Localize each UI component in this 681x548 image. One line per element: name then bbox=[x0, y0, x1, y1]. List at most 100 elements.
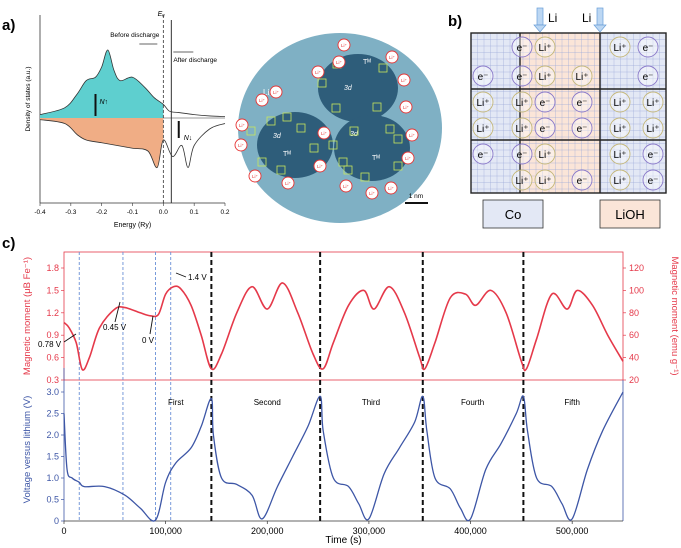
tm-label: Tᴹ bbox=[283, 151, 291, 158]
li-ion-label: Li⁺ bbox=[341, 43, 348, 48]
cycle-label: Fifth bbox=[564, 398, 580, 407]
top-left-tick-label: 1.5 bbox=[46, 285, 59, 295]
fe-site-square bbox=[257, 157, 267, 167]
grid-frame bbox=[470, 32, 667, 194]
li-ion-label: Li⁺ bbox=[285, 181, 292, 186]
li-ion-label: Li⁺ bbox=[317, 164, 324, 169]
dos-ef-label: Eₑ bbox=[158, 11, 166, 18]
li-ion-label: Li⁺ bbox=[238, 143, 245, 148]
li-ion-label: Li⁺ bbox=[538, 150, 551, 161]
li-arrow-label: Li bbox=[582, 11, 591, 25]
electron-circle bbox=[637, 65, 659, 87]
li-ion-label: Li⁺ bbox=[389, 55, 396, 60]
li-ion-label: Li⁺ bbox=[515, 98, 528, 109]
bottom-left-tick-label: 1.0 bbox=[46, 473, 59, 483]
li-ion-label: Li⁺ bbox=[401, 78, 408, 83]
dos-x-label: Energy (Ry) bbox=[114, 222, 151, 229]
top-right-tick-label: 80 bbox=[629, 308, 639, 318]
li-arrow-head bbox=[593, 24, 607, 33]
fe-site-square bbox=[317, 78, 327, 88]
li-ion-label: Li⁺ bbox=[613, 176, 626, 187]
x-tick-label: 100,000 bbox=[149, 526, 182, 536]
bottom-ylabel: Voltage versus lithium (V) bbox=[22, 396, 33, 504]
li-ion-label: Li⁺ bbox=[409, 133, 416, 138]
fe-site-square bbox=[282, 112, 292, 122]
d3-label: 3d bbox=[344, 85, 353, 92]
electron-circle bbox=[571, 91, 593, 113]
annotation-arrow bbox=[175, 272, 187, 278]
lioh-region bbox=[520, 33, 600, 193]
li-ion-label: Li⁺ bbox=[476, 124, 489, 135]
electron-label: e⁻ bbox=[648, 150, 659, 161]
annotation-label: 0 V bbox=[142, 336, 155, 345]
li-arrow-label: Li bbox=[548, 11, 557, 25]
li-ion-label: Li⁺ bbox=[369, 191, 376, 196]
dos-down-fill bbox=[40, 118, 164, 168]
fe-site-square bbox=[246, 126, 256, 136]
electron-circle bbox=[511, 36, 533, 58]
electron-circle bbox=[637, 36, 659, 58]
top-left-tick-label: 0.6 bbox=[46, 353, 59, 363]
fe-site-square bbox=[360, 172, 370, 182]
electron-label: e⁻ bbox=[643, 72, 654, 83]
fe-site-square bbox=[331, 103, 341, 113]
electron-label: e⁻ bbox=[517, 72, 528, 83]
x-tick-label: 200,000 bbox=[251, 526, 284, 536]
electron-label: e⁻ bbox=[478, 150, 489, 161]
cycle-label: First bbox=[168, 398, 184, 407]
panel-label-a: a) bbox=[2, 17, 15, 34]
li-ion-circle bbox=[472, 117, 494, 139]
electron-circle bbox=[571, 169, 593, 191]
fe-site-square bbox=[296, 123, 306, 133]
li-ion-label: Li⁺ bbox=[613, 124, 626, 135]
panel-a-dos: a) -0.4 -0.3 -0.2 -0.1 0.0 0.1 0.2 Energy (Ry) D… bbox=[2, 11, 230, 229]
panel-c-cycling: c) 0.3 0.6 0.9 1.2 1.5 1.8 20 40 60 80 100 120 Magne… bbox=[2, 235, 680, 546]
lioh-legend-box bbox=[599, 199, 661, 229]
top-right-tick-label: 40 bbox=[629, 353, 639, 363]
fe-site-square bbox=[393, 161, 403, 171]
li-ion-label: Li⁺ bbox=[403, 105, 410, 110]
top-left-tick-label: 0.9 bbox=[46, 330, 59, 340]
panel-label-c: c) bbox=[2, 235, 15, 252]
dos-x-tick-label: 0.2 bbox=[220, 209, 229, 216]
top-right-tick-label: 120 bbox=[629, 263, 644, 273]
li-ion-label: Li⁺ bbox=[239, 123, 246, 128]
li-ion-label: Li⁺ bbox=[388, 186, 395, 191]
li-ion-label: Li⁺ bbox=[575, 72, 588, 83]
fe-site-square bbox=[343, 165, 353, 175]
electron-label: e⁻ bbox=[648, 176, 659, 187]
fe-cluster-1 bbox=[318, 54, 398, 122]
top-frame bbox=[63, 251, 624, 381]
li-ion-label: Li⁺ bbox=[515, 176, 528, 187]
li-ion-label: Li⁺ bbox=[259, 98, 266, 103]
x-tick-label: 500,000 bbox=[556, 526, 589, 536]
dos-x-tick-label: -0.2 bbox=[96, 209, 108, 216]
top-left-ylabel: Magnetic moment (μB Fe⁻¹) bbox=[22, 257, 33, 375]
fe-site-square bbox=[266, 116, 276, 126]
li-ion-label: Li⁺ bbox=[315, 70, 322, 75]
li-ion-circle bbox=[269, 85, 283, 99]
top-left-tick-label: 1.2 bbox=[46, 308, 59, 318]
annotation-arrow bbox=[63, 333, 77, 343]
li-ion-circle bbox=[384, 181, 398, 195]
top-right-tick-label: 100 bbox=[629, 285, 644, 295]
dos-nup-label: N↑ bbox=[100, 99, 109, 106]
dos-down-series bbox=[39, 119, 226, 168]
li-ion-circle bbox=[311, 65, 325, 79]
fe-cluster-2 bbox=[257, 112, 333, 178]
dos-x-tick-label: -0.4 bbox=[34, 209, 46, 216]
top-left-tick-label: 0.3 bbox=[46, 375, 59, 385]
bottom-left-tick-label: 1.5 bbox=[46, 452, 59, 462]
top-right-ylabel: Magnetic moment (emu g⁻¹) bbox=[669, 256, 680, 375]
li-ion-circle bbox=[397, 73, 411, 87]
panel-label-b: b) bbox=[448, 13, 462, 30]
fe-site-square bbox=[328, 140, 338, 150]
li-ion-circle bbox=[339, 179, 353, 193]
fe-site-square bbox=[338, 157, 348, 167]
fe-site-square bbox=[276, 165, 286, 175]
x-tick-label: 400,000 bbox=[454, 526, 487, 536]
li-ion-circle bbox=[399, 100, 413, 114]
li-ion-circle bbox=[534, 169, 556, 191]
li-ion-circle bbox=[609, 143, 631, 165]
bottom-left-tick-label: 3.0 bbox=[46, 387, 59, 397]
